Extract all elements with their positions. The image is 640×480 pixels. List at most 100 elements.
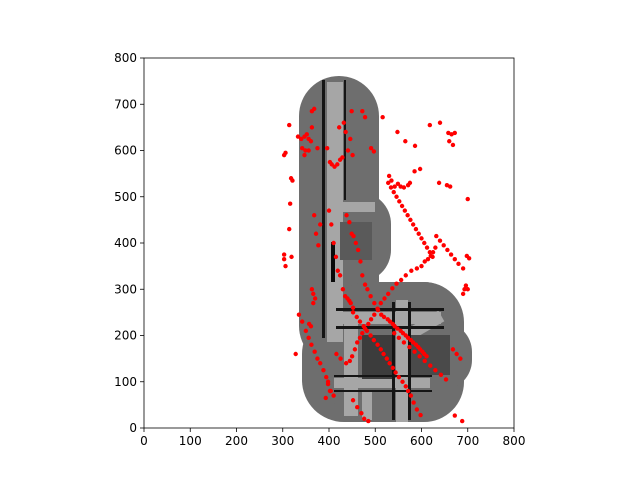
- y-tick-label: 100: [114, 375, 137, 389]
- data-point: [340, 155, 345, 160]
- data-point: [412, 169, 417, 174]
- data-point: [418, 412, 423, 418]
- data-point: [414, 266, 420, 271]
- data-point: [349, 108, 354, 114]
- data-point: [403, 384, 408, 389]
- scatter-points: [281, 106, 472, 424]
- data-point: [347, 219, 352, 225]
- data-point: [336, 125, 342, 130]
- data-point: [335, 268, 340, 273]
- data-point: [372, 300, 377, 306]
- data-point: [430, 250, 436, 255]
- data-point: [430, 254, 435, 260]
- data-point: [386, 291, 391, 297]
- data-point: [281, 256, 287, 262]
- x-tick-label: 700: [456, 434, 479, 448]
- data-point: [398, 277, 404, 283]
- x-axis: 0 100 200 300 400 500 600 700 800: [140, 428, 525, 448]
- map-corridor-bottom-right-vertical: [396, 300, 408, 422]
- data-point: [422, 240, 427, 246]
- data-point: [316, 243, 321, 248]
- data-point: [347, 358, 353, 364]
- data-point: [355, 340, 360, 345]
- data-point: [389, 178, 394, 183]
- data-point: [416, 231, 421, 236]
- data-point: [365, 287, 370, 292]
- map-corridor-bottom-left-vertical: [344, 324, 358, 416]
- data-point: [372, 312, 377, 317]
- y-tick-label: 500: [114, 190, 137, 204]
- data-point: [460, 291, 466, 297]
- data-point: [311, 291, 316, 297]
- data-point: [321, 367, 326, 373]
- data-point: [350, 398, 356, 403]
- data-point: [308, 139, 314, 144]
- data-point: [353, 240, 359, 246]
- data-point: [293, 351, 298, 357]
- x-tick-label: 300: [271, 434, 294, 448]
- data-point: [287, 201, 293, 206]
- data-point: [417, 354, 422, 359]
- x-tick-label: 800: [503, 434, 526, 448]
- data-point: [394, 194, 399, 199]
- data-point: [384, 356, 390, 361]
- data-point: [419, 236, 424, 241]
- x-tick-label: 100: [179, 434, 202, 448]
- data-point: [352, 347, 358, 352]
- data-point: [466, 256, 472, 261]
- map-corridor-upper-horizontal: [337, 202, 375, 212]
- data-point: [368, 293, 373, 299]
- data-point: [436, 180, 442, 186]
- y-tick-label: 400: [114, 236, 137, 250]
- data-point: [361, 324, 366, 329]
- data-point: [340, 287, 346, 292]
- data-point: [392, 184, 397, 189]
- data-point: [338, 356, 343, 361]
- data-point: [394, 281, 399, 286]
- data-point: [402, 208, 408, 213]
- data-point: [382, 296, 387, 301]
- data-point: [437, 120, 443, 125]
- data-point: [312, 349, 317, 354]
- y-axis: 0 100 200 300 400 500 600 700 800: [114, 51, 144, 435]
- data-point: [441, 243, 446, 248]
- data-point: [412, 143, 418, 149]
- data-point: [390, 286, 395, 291]
- data-point: [458, 356, 463, 361]
- data-point: [311, 300, 316, 306]
- data-point: [283, 263, 288, 269]
- data-point: [362, 115, 368, 120]
- data-point: [290, 178, 295, 183]
- data-point: [283, 150, 288, 156]
- data-point: [295, 134, 301, 139]
- x-tick-label: 200: [225, 434, 248, 448]
- data-point: [315, 145, 320, 151]
- data-point: [344, 213, 349, 218]
- data-point: [355, 247, 361, 253]
- data-point: [424, 354, 429, 359]
- data-point: [312, 296, 318, 301]
- data-point: [306, 148, 311, 153]
- data-point: [303, 148, 308, 153]
- data-point: [309, 287, 315, 292]
- data-point: [399, 203, 405, 209]
- data-point: [390, 365, 396, 371]
- map-wall-4: [336, 308, 444, 311]
- data-point: [324, 374, 329, 380]
- data-point: [335, 162, 340, 167]
- data-point: [360, 108, 365, 114]
- data-point: [326, 208, 332, 213]
- data-point: [387, 361, 392, 366]
- map-wall-2: [344, 80, 346, 200]
- data-point: [299, 319, 305, 324]
- data-point: [361, 416, 367, 421]
- data-point: [396, 335, 402, 341]
- data-point: [333, 254, 339, 260]
- data-point: [395, 326, 400, 331]
- data-point: [358, 259, 363, 264]
- data-point: [417, 166, 423, 172]
- data-point: [331, 393, 336, 398]
- data-point: [407, 344, 412, 350]
- data-point: [343, 361, 349, 366]
- data-point: [401, 340, 407, 345]
